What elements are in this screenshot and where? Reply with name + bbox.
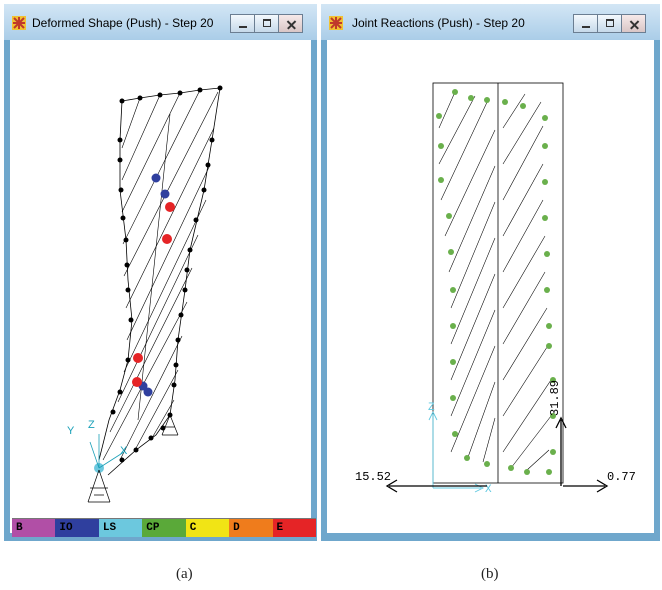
joint-dots: [110, 85, 223, 463]
global-axes: [428, 410, 485, 493]
legend-io: IO: [55, 519, 99, 537]
app-logo-icon: [329, 16, 343, 30]
caption-b: (b): [481, 566, 499, 582]
reaction-right-value: 0.77: [607, 470, 636, 484]
hinge-io: [138, 173, 170, 397]
axis-label-z: Z: [88, 419, 95, 431]
joint-reactions-plot: Z X 15.52 0.77 31.89: [355, 82, 636, 496]
reaction-vertical-value: 31.89: [548, 380, 562, 416]
deformed-shape-canvas[interactable]: Y Z X: [10, 40, 311, 533]
reaction-left-value: 15.52: [355, 470, 391, 484]
diagonal-braces: [102, 89, 219, 461]
reaction-arrows: [385, 416, 609, 493]
joint-reactions-canvas[interactable]: Z X 15.52 0.77 31.89: [327, 40, 654, 533]
minimize-button[interactable]: [230, 14, 255, 33]
close-button[interactable]: [278, 14, 303, 33]
deformed-shape-plot: Y Z X: [67, 85, 223, 503]
legend-cp: CP: [142, 519, 186, 537]
hinge-e: [132, 202, 175, 387]
axis-label-y: Y: [67, 425, 75, 437]
caption-a: (a): [176, 566, 193, 582]
deformed-shape-window: Deformed Shape (Push) - Step 20: [4, 4, 317, 541]
app-logo-icon: [12, 16, 26, 30]
legend-e: E: [272, 519, 316, 537]
window-controls: [573, 14, 646, 33]
legend-b: B: [12, 519, 56, 537]
title-bar[interactable]: Joint Reactions (Push) - Step 20: [321, 4, 660, 40]
window-controls: [230, 14, 303, 33]
title-bar[interactable]: Deformed Shape (Push) - Step 20: [4, 4, 317, 40]
diagonal-braces: [438, 91, 552, 471]
frame-outline: [98, 87, 221, 476]
local-axes: [89, 434, 125, 469]
maximize-button[interactable]: [597, 14, 622, 33]
maximize-button[interactable]: [254, 14, 279, 33]
hinge-state-legend: B IO LS CP C D E: [12, 518, 316, 537]
support-symbols: [87, 414, 179, 503]
axis-label-x: X: [485, 484, 492, 496]
minimize-button[interactable]: [573, 14, 598, 33]
window-title: Joint Reactions (Push) - Step 20: [352, 16, 525, 30]
window-title: Deformed Shape (Push) - Step 20: [32, 16, 214, 30]
axis-label-z: Z: [428, 402, 435, 414]
legend-c: C: [185, 519, 230, 537]
legend-ls: LS: [98, 519, 143, 537]
joint-dots: [436, 89, 556, 475]
legend-d: D: [229, 519, 273, 537]
joint-reactions-window: Joint Reactions (Push) - Step 20: [321, 4, 660, 541]
axis-label-x: X: [120, 445, 128, 457]
close-button[interactable]: [621, 14, 646, 33]
